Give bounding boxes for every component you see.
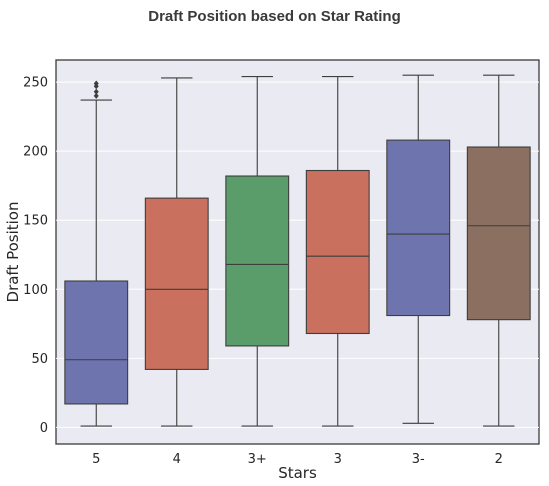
box-3-: [386, 74, 451, 424]
plot-area: [55, 59, 540, 445]
x-tick-label: 2: [495, 452, 503, 467]
box-3+: [225, 76, 290, 427]
box-iqr: [466, 146, 531, 321]
boxes: [64, 74, 531, 427]
outlier-point: [93, 80, 99, 87]
x-tick-label: 3+: [248, 452, 267, 467]
y-tick-labels: 0 50 100 150 200 250: [23, 76, 48, 436]
outlier-point: [93, 92, 99, 99]
box-3: [305, 76, 370, 427]
chart-title: Draft Position based on Star Rating: [148, 8, 401, 25]
box-4: [144, 77, 209, 427]
x-tick-label: 4: [173, 452, 181, 467]
box-iqr: [305, 169, 370, 335]
y-tick-label: 150: [23, 214, 48, 229]
x-tick-labels: 5 4 3+ 3 3- 2: [92, 452, 503, 467]
y-tick-label: 100: [23, 283, 48, 298]
box-iqr: [144, 197, 209, 370]
box-5: [64, 80, 129, 427]
box-iqr: [386, 139, 451, 317]
y-axis-label: Draft Position: [4, 202, 22, 303]
x-axis-label: Stars: [278, 464, 317, 482]
x-tick-label: 5: [92, 452, 100, 467]
y-tick-label: 50: [31, 352, 48, 367]
y-tick-label: 200: [23, 145, 48, 160]
y-tick-label: 0: [40, 421, 48, 436]
x-tick-label: 3: [334, 452, 342, 467]
box-iqr: [64, 280, 129, 405]
y-tick-label: 250: [23, 76, 48, 91]
box-iqr: [225, 175, 290, 347]
x-tick-label: 3-: [412, 452, 425, 467]
box-2: [466, 74, 531, 427]
outlier-point: [93, 88, 99, 95]
gridlines: [56, 81, 539, 428]
